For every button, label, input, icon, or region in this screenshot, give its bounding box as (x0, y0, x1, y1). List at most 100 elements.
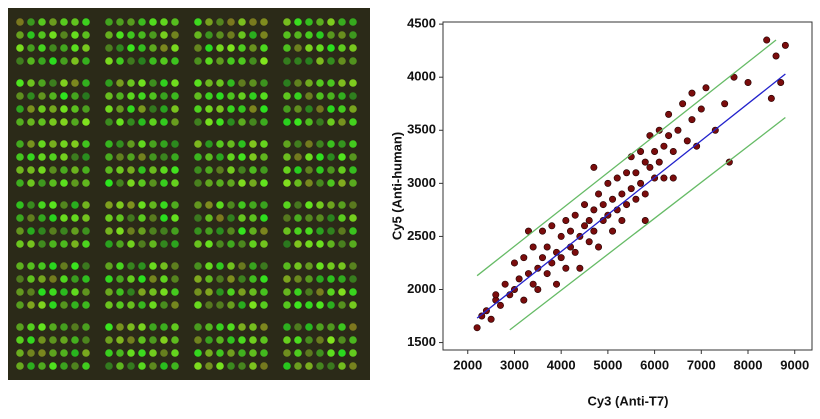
spot (105, 336, 113, 344)
spot (149, 92, 157, 100)
spot (49, 153, 57, 161)
spot (327, 92, 335, 100)
spot (249, 79, 257, 87)
spot (116, 301, 124, 309)
spot (216, 301, 224, 309)
spot (16, 18, 24, 26)
spot (327, 57, 335, 65)
point (604, 179, 612, 187)
spot (27, 140, 35, 148)
x-axis-label: Cy3 (Anti-T7) (588, 393, 669, 408)
spot (249, 275, 257, 283)
spot (205, 31, 213, 39)
spot (71, 92, 79, 100)
spot (238, 336, 246, 344)
spot (116, 140, 124, 148)
spot (205, 92, 213, 100)
spot (327, 153, 335, 161)
spot (349, 92, 357, 100)
spot (138, 349, 146, 357)
spot (171, 201, 179, 209)
spot (305, 262, 313, 270)
spot (216, 79, 224, 87)
spot (338, 323, 346, 331)
point (651, 148, 659, 156)
spot (38, 336, 46, 344)
point (609, 195, 617, 203)
spot (316, 262, 324, 270)
spot (316, 57, 324, 65)
spot (327, 79, 335, 87)
spot (105, 301, 113, 309)
spot (49, 275, 57, 283)
spot (60, 336, 68, 344)
spot (227, 323, 235, 331)
spot (160, 92, 168, 100)
spot (249, 262, 257, 270)
spot (249, 201, 257, 209)
spot (82, 140, 90, 148)
spot (160, 336, 168, 344)
spot (16, 301, 24, 309)
spot (160, 166, 168, 174)
spot (171, 214, 179, 222)
spot (294, 57, 302, 65)
spot (160, 301, 168, 309)
spot (38, 140, 46, 148)
spot (227, 214, 235, 222)
spot (216, 349, 224, 357)
spot (16, 336, 24, 344)
spot (194, 275, 202, 283)
spot (338, 301, 346, 309)
spot (216, 140, 224, 148)
spot (238, 201, 246, 209)
spot (238, 227, 246, 235)
spot (171, 31, 179, 39)
spot (194, 18, 202, 26)
spot (116, 275, 124, 283)
spot (38, 166, 46, 174)
point (524, 227, 532, 235)
point (492, 291, 500, 299)
spot (171, 288, 179, 296)
spot (71, 262, 79, 270)
spot (116, 349, 124, 357)
spot (260, 275, 268, 283)
spot (82, 362, 90, 370)
spot (82, 201, 90, 209)
point (669, 174, 677, 182)
point (777, 79, 785, 87)
spot (160, 153, 168, 161)
spot (194, 179, 202, 187)
spot (205, 153, 213, 161)
point (665, 132, 673, 140)
spot (138, 92, 146, 100)
spot (327, 288, 335, 296)
spot (227, 105, 235, 113)
spot (316, 349, 324, 357)
spot (160, 105, 168, 113)
spot (60, 214, 68, 222)
spot (82, 153, 90, 161)
spot (116, 79, 124, 87)
spot (38, 262, 46, 270)
spot (138, 240, 146, 248)
spot (27, 301, 35, 309)
spot (116, 288, 124, 296)
spot (16, 288, 24, 296)
spot (260, 179, 268, 187)
spot (60, 262, 68, 270)
spot (294, 336, 302, 344)
spot (316, 118, 324, 126)
spot (327, 31, 335, 39)
spot (238, 240, 246, 248)
y-tick-label: 2500 (407, 228, 436, 243)
spot (116, 57, 124, 65)
spot (160, 201, 168, 209)
spot (71, 166, 79, 174)
spot (338, 57, 346, 65)
spot (305, 57, 313, 65)
spot (82, 227, 90, 235)
spot (316, 336, 324, 344)
spot (149, 323, 157, 331)
